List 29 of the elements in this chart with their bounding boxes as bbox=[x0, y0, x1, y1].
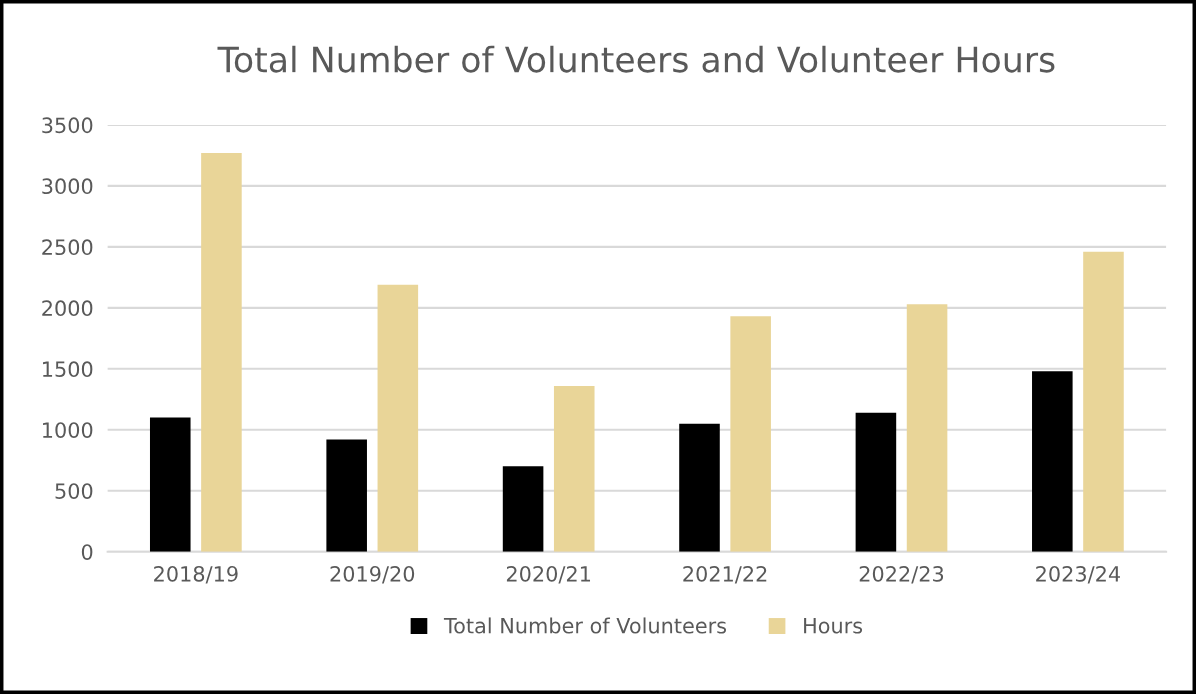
x-tick-label: 2023/24 bbox=[1036, 565, 1120, 584]
y-tick-label: 1000 bbox=[43, 422, 93, 438]
x-tick-label: 2021/22 bbox=[683, 565, 767, 584]
bar bbox=[326, 439, 367, 552]
legend-label: Hours bbox=[804, 618, 863, 634]
bar bbox=[553, 385, 595, 552]
y-tick-label: 3500 bbox=[42, 117, 93, 134]
bar bbox=[377, 284, 419, 552]
legend-label: Total Number of Volunteers bbox=[443, 617, 727, 634]
y-tick-label: 3000 bbox=[42, 178, 93, 195]
bar bbox=[502, 466, 544, 552]
bar bbox=[149, 417, 191, 552]
bar bbox=[1083, 251, 1124, 552]
bar bbox=[1032, 371, 1073, 552]
chart-title: Total Number of Volunteers and Volunteer Hours bbox=[217, 45, 1055, 73]
x-tick-label: 2020/21 bbox=[506, 565, 591, 584]
y-tick-label: 2500 bbox=[42, 239, 93, 256]
bar bbox=[730, 316, 771, 552]
x-tick-label: 2022/23 bbox=[859, 565, 944, 584]
y-tick-label: 0 bbox=[81, 544, 93, 560]
x-tick-label: 2018/19 bbox=[154, 565, 238, 584]
bar bbox=[679, 423, 720, 552]
bar bbox=[906, 304, 948, 552]
y-tick-label: 1500 bbox=[43, 361, 93, 378]
bar bbox=[201, 152, 242, 552]
y-tick-label: 500 bbox=[55, 483, 93, 499]
bar bbox=[855, 412, 897, 552]
y-tick-label: 2000 bbox=[42, 300, 93, 317]
x-tick-label: 2019/20 bbox=[330, 565, 415, 584]
